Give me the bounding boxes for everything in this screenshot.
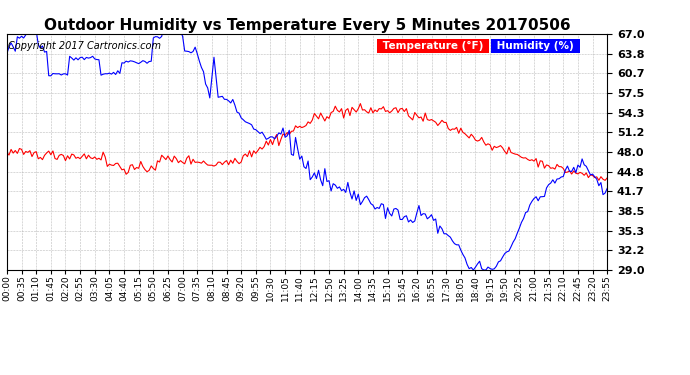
Title: Outdoor Humidity vs Temperature Every 5 Minutes 20170506: Outdoor Humidity vs Temperature Every 5 … (43, 18, 571, 33)
Text: Temperature (°F): Temperature (°F) (379, 41, 487, 51)
Text: Copyright 2017 Cartronics.com: Copyright 2017 Cartronics.com (8, 41, 161, 51)
Text: Humidity (%): Humidity (%) (493, 41, 578, 51)
